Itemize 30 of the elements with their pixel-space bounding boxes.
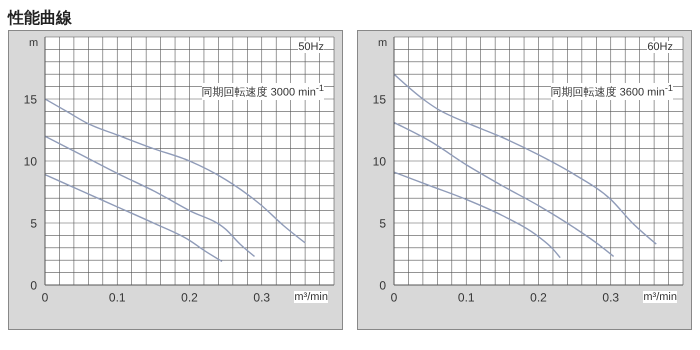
y-tick-label: 10 xyxy=(372,154,386,168)
line-series xyxy=(394,122,614,258)
x-tick-label: 0 xyxy=(42,290,49,305)
line-series xyxy=(45,174,223,262)
y-tick-label: 10 xyxy=(24,154,38,168)
x-tick-label: 0.1 xyxy=(108,290,126,305)
x-tick-label: 0.3 xyxy=(253,290,270,305)
annotation: 60Hz xyxy=(647,41,673,53)
y-tick-label: 0 xyxy=(379,278,386,292)
x-tick-label: 0.3 xyxy=(602,290,620,305)
y-tick-label: 0 xyxy=(30,278,38,292)
y-tick-label: 5 xyxy=(379,216,386,230)
line-series xyxy=(394,171,561,258)
x-tick-label: 0.1 xyxy=(458,290,475,305)
y-axis-title: m xyxy=(378,37,388,49)
x-axis-title: m³/min xyxy=(643,291,677,303)
line-series xyxy=(45,136,256,258)
y-tick-label: 15 xyxy=(372,92,386,106)
annotation: 同期回転速度 3600 min$^{-1}$ xyxy=(550,83,673,100)
y-axis-title: m xyxy=(29,37,38,49)
annotation: 同期回転速度 3000 min$^{-1}$ xyxy=(202,83,324,100)
x-tick-label: 0.2 xyxy=(181,290,198,305)
x-tick-label: 0.2 xyxy=(530,290,548,305)
annotation: 50Hz xyxy=(298,41,324,53)
chart-title: 性能曲線 xyxy=(8,8,73,29)
y-tick-label: 5 xyxy=(30,216,38,230)
y-tick-label: 15 xyxy=(24,92,38,106)
x-tick-label: 0 xyxy=(390,290,398,305)
line-series xyxy=(45,98,306,244)
x-axis-title: m³/min xyxy=(294,291,328,303)
